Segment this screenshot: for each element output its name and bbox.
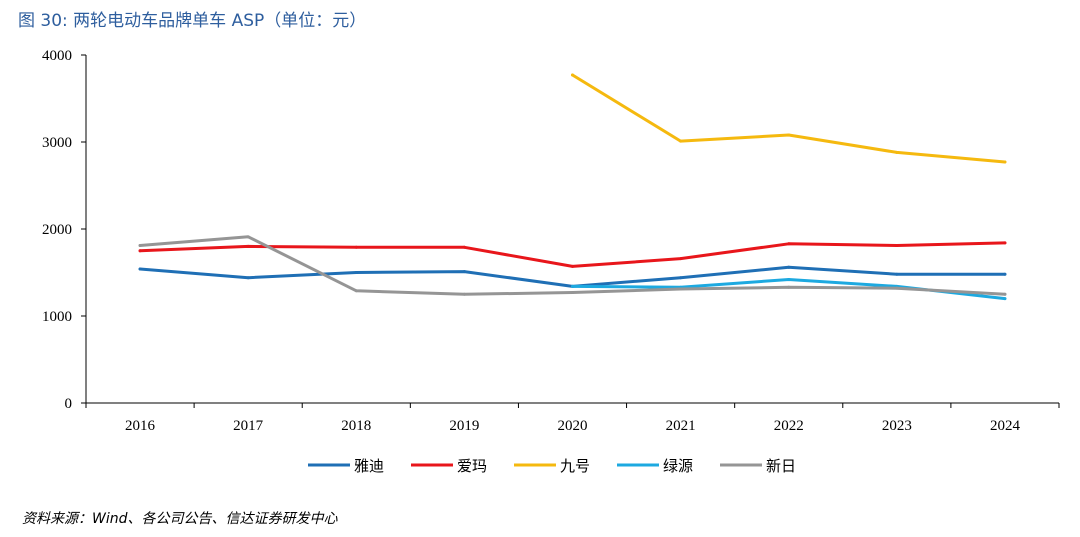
y-tick-label: 4000 [42, 48, 72, 64]
chart-series [138, 73, 1007, 301]
figure-title: 图 30: 两轮电动车品牌单车 ASP（单位：元） [18, 11, 367, 31]
y-tick-label: 3000 [42, 135, 72, 151]
data-point-新日 [246, 235, 250, 239]
data-point-爱玛 [787, 242, 791, 246]
x-tick-label: 2024 [990, 418, 1021, 434]
data-point-雅迪 [246, 276, 250, 280]
data-point-绿源 [1003, 297, 1007, 301]
data-point-爱玛 [462, 245, 466, 249]
legend-label-新日: 新日 [766, 457, 796, 475]
data-point-爱玛 [138, 249, 142, 253]
series-line-九号 [571, 73, 1007, 164]
data-point-新日 [138, 244, 142, 248]
y-tick-label: 2000 [42, 222, 72, 238]
data-point-雅迪 [895, 272, 899, 276]
data-point-新日 [787, 285, 791, 289]
data-point-新日 [679, 287, 683, 291]
data-point-九号 [571, 73, 574, 77]
data-point-雅迪 [462, 270, 466, 274]
x-tick-label: 2020 [558, 418, 588, 434]
data-point-九号 [679, 139, 683, 143]
data-point-绿源 [787, 277, 791, 281]
data-point-雅迪 [679, 276, 683, 280]
data-point-爱玛 [895, 244, 899, 248]
data-point-绿源 [571, 284, 574, 288]
x-tick-label: 2018 [341, 418, 371, 434]
data-point-雅迪 [138, 267, 142, 271]
x-tick-label: 2016 [125, 418, 156, 434]
data-point-九号 [895, 150, 899, 154]
legend-label-九号: 九号 [560, 457, 590, 475]
data-point-新日 [1003, 292, 1007, 296]
x-tick-label: 2021 [666, 418, 696, 434]
data-point-新日 [895, 286, 899, 290]
x-tick-label: 2017 [233, 418, 264, 434]
data-point-新日 [354, 289, 358, 293]
data-point-爱玛 [571, 264, 574, 268]
data-point-爱玛 [679, 257, 683, 261]
source-note: 资料来源：Wind、各公司公告、信达证券研发中心 [22, 511, 338, 527]
chart-legend: 雅迪 爱玛 九号 绿源 新日 [308, 457, 796, 475]
chart-axes: 0 1000 2000 3000 4000 2016 2017 2018 2019 2020 202… [42, 48, 1060, 434]
x-tick-label: 2019 [449, 418, 479, 434]
x-tick-label: 2022 [774, 418, 804, 434]
data-point-九号 [1003, 160, 1007, 164]
data-point-爱玛 [246, 244, 250, 248]
data-point-雅迪 [1003, 272, 1007, 276]
legend-label-爱玛: 爱玛 [457, 457, 487, 475]
x-tick-label: 2023 [882, 418, 912, 434]
data-point-爱玛 [1003, 241, 1007, 245]
data-point-雅迪 [787, 265, 791, 269]
data-point-新日 [571, 291, 574, 295]
y-tick-label: 1000 [42, 309, 72, 325]
data-point-新日 [462, 292, 466, 296]
legend-label-绿源: 绿源 [663, 457, 693, 475]
data-point-九号 [787, 133, 791, 137]
data-point-雅迪 [354, 271, 358, 274]
y-tick-label: 0 [65, 396, 73, 412]
legend-label-雅迪: 雅迪 [354, 457, 384, 475]
data-point-爱玛 [354, 245, 358, 249]
